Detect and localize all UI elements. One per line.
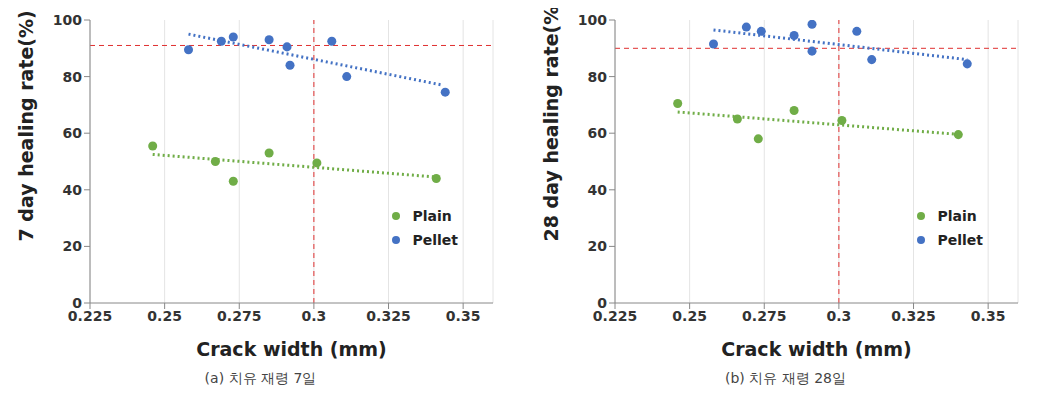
svg-text:0.275: 0.275 (742, 308, 786, 324)
html-text:(a) 치유 재령 7일: (a) 치유 재령 7일 (204, 370, 317, 386)
svg-text:0: 0 (597, 295, 607, 311)
svg-text:80: 80 (63, 69, 83, 85)
html-text:Plain: Plain (937, 208, 977, 224)
svg-text:0.225: 0.225 (67, 307, 113, 324)
svg-text:20: 20 (63, 238, 83, 254)
svg-text:40: 40 (588, 182, 608, 198)
svg-text:100: 100 (53, 12, 82, 28)
svg-text:100: 100 (578, 12, 607, 28)
svg-text:20: 20 (588, 238, 608, 254)
svg-text:0.25: 0.25 (672, 308, 707, 324)
svg-text:0.25: 0.25 (147, 308, 182, 324)
svg-text:28 day healing rate(%): 28 day healing rate(%) (540, 8, 562, 242)
svg-text:0.275: 0.275 (217, 308, 261, 324)
svg-text:Crack width (mm): Crack width (mm) (196, 338, 387, 360)
svg-text:60: 60 (63, 125, 83, 141)
html-text:Pellet: Pellet (937, 232, 983, 248)
svg-text:Crack width (mm): Crack width (mm) (721, 338, 912, 360)
svg-text:0.325: 0.325 (366, 308, 410, 324)
html-text:(b) 치유 재령 28일: (b) 치유 재령 28일 (725, 370, 846, 386)
svg-text:7 day healing rate(%): 7 day healing rate(%) (15, 10, 37, 241)
svg-text:0.35: 0.35 (971, 308, 1006, 324)
html-text:Plain: Plain (412, 208, 452, 224)
html-text:Pellet: Pellet (412, 232, 458, 248)
svg-text:40: 40 (63, 182, 83, 198)
svg-text:0.225: 0.225 (592, 307, 638, 324)
svg-text:80: 80 (588, 69, 608, 85)
svg-text:0.325: 0.325 (891, 308, 935, 324)
svg-text:0.3: 0.3 (301, 308, 326, 324)
svg-text:0.35: 0.35 (446, 308, 481, 324)
svg-text:0.3: 0.3 (826, 308, 851, 324)
svg-text:60: 60 (588, 125, 608, 141)
svg-text:0: 0 (72, 295, 82, 311)
